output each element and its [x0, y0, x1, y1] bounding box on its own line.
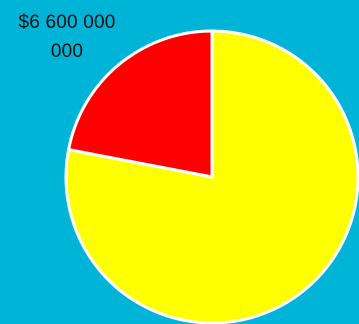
- pie-slice-1: [67, 29, 214, 179]
- amount-annotation: $6 600 000 000: [18, 12, 116, 62]
- pie-slice-2: [64, 29, 359, 324]
